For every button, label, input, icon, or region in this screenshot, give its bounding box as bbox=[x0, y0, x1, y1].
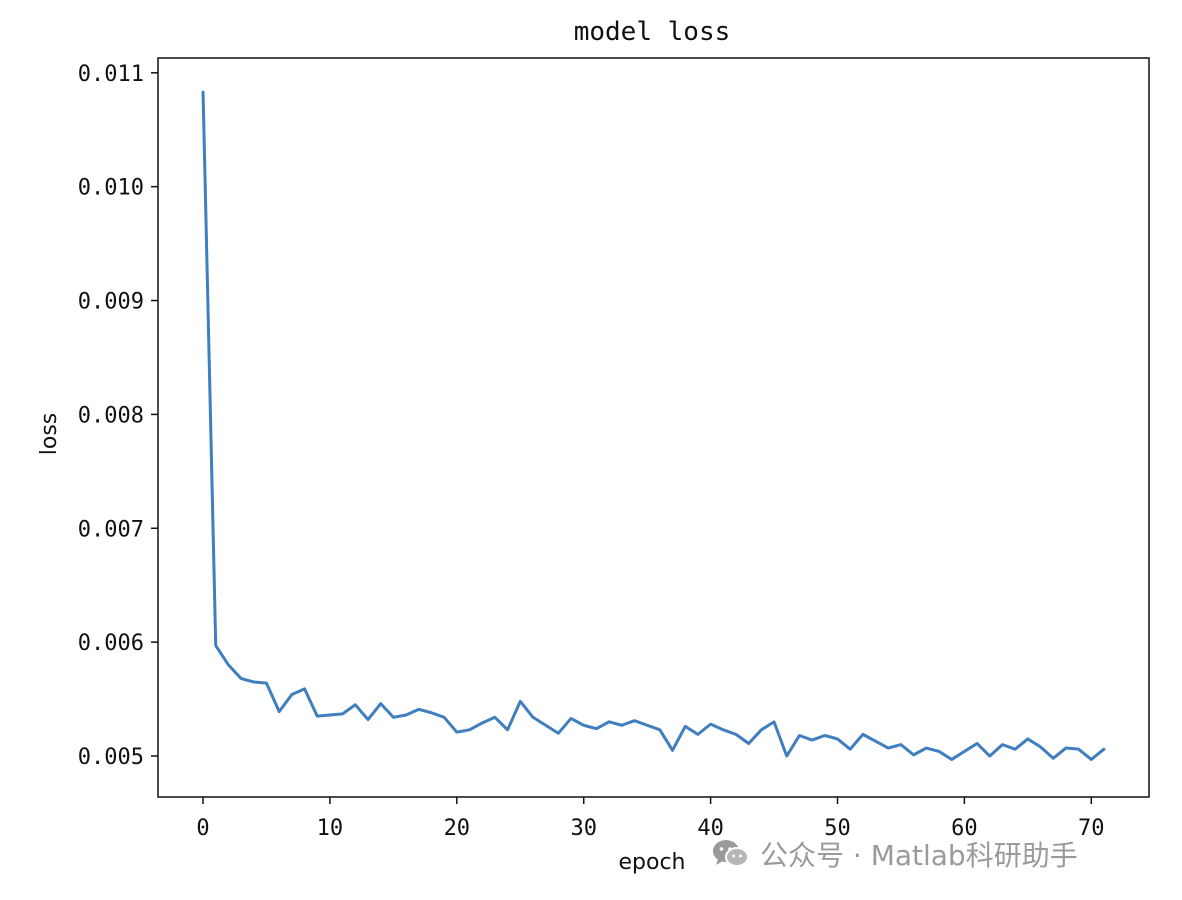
y-axis: 0.005 0.006 0.007 0.008 0.009 0.010 0.011 bbox=[78, 62, 158, 770]
y-tick-label: 0.005 bbox=[78, 745, 144, 770]
x-tick-label: 20 bbox=[444, 816, 471, 841]
x-tick-label: 70 bbox=[1078, 816, 1105, 841]
y-axis-label: loss bbox=[37, 413, 62, 456]
y-tick-label: 0.010 bbox=[78, 176, 144, 201]
wechat-icon bbox=[712, 838, 750, 870]
watermark: 公众号 · Matlab科研助手 bbox=[712, 834, 1078, 874]
x-tick-label: 60 bbox=[951, 816, 978, 841]
chart-title: model loss bbox=[574, 17, 731, 47]
x-tick-label: 50 bbox=[824, 816, 851, 841]
x-axis-label: epoch bbox=[619, 850, 686, 875]
x-axis: 0 10 20 30 40 50 60 70 bbox=[196, 797, 1105, 841]
plot-frame bbox=[157, 57, 1150, 798]
y-tick-label: 0.009 bbox=[78, 290, 144, 315]
x-tick-label: 0 bbox=[196, 816, 209, 841]
x-tick-label: 30 bbox=[570, 816, 597, 841]
loss-series-line bbox=[201, 90, 1106, 761]
x-tick-label: 40 bbox=[697, 816, 724, 841]
y-tick-label: 0.008 bbox=[78, 403, 144, 428]
y-tick-label: 0.011 bbox=[78, 62, 144, 87]
watermark-text: 公众号 · Matlab科研助手 bbox=[760, 839, 1078, 872]
y-tick-label: 0.007 bbox=[78, 517, 144, 542]
x-tick-label: 10 bbox=[317, 816, 344, 841]
y-tick-label: 0.006 bbox=[78, 631, 144, 656]
